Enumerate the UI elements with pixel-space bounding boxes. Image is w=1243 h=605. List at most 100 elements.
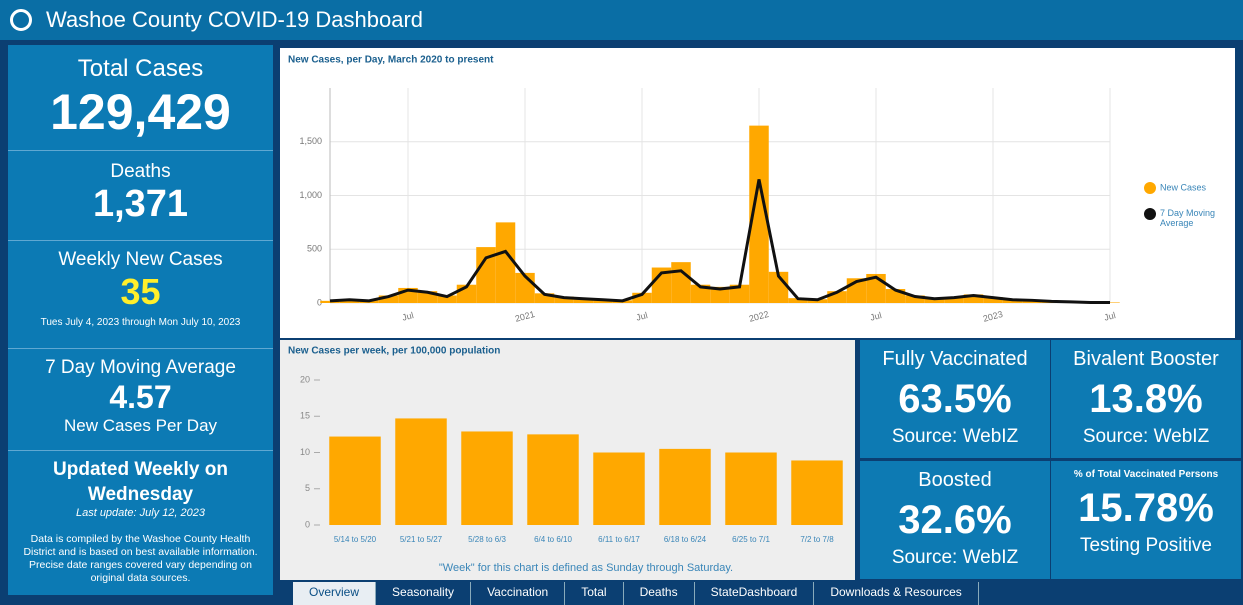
bar xyxy=(527,434,579,525)
header: Washoe County COVID-19 Dashboard xyxy=(0,0,1243,40)
bar xyxy=(791,460,843,525)
tile-caption: Testing Positive xyxy=(1079,535,1212,556)
x-tick-label: 5/14 to 5/20 xyxy=(334,535,377,544)
bar xyxy=(690,284,711,303)
bar xyxy=(983,297,1003,303)
x-tick-label: Jul xyxy=(869,310,883,323)
x-tick-label: 6/4 to 6/10 xyxy=(534,535,572,544)
tile-value: 63.5% xyxy=(898,377,1012,421)
stat-weekly: Weekly New Cases 35 Tues July 4, 2023 th… xyxy=(8,241,273,349)
chart-note: "Week" for this chart is defined as Sund… xyxy=(439,562,733,574)
legend-label: New Cases xyxy=(1160,182,1207,192)
tab[interactable]: Overview xyxy=(293,582,377,605)
x-tick-label: 2023 xyxy=(982,309,1004,324)
bar xyxy=(437,295,457,303)
bar xyxy=(593,452,645,525)
tile-value: 15.78% xyxy=(1078,486,1214,530)
y-tick-label: 1,500 xyxy=(299,136,322,146)
line-chart: New Cases, per Day, March 2020 to presen… xyxy=(280,48,1235,338)
bar xyxy=(329,436,381,525)
bar xyxy=(905,295,925,303)
tab[interactable]: StateDashboard xyxy=(695,582,815,605)
bar xyxy=(725,452,777,525)
stat-label: Weekly New Cases xyxy=(58,249,223,270)
x-tick-label: 5/21 to 5/27 xyxy=(400,535,443,544)
x-tick-label: 2022 xyxy=(748,309,770,324)
tile-title: Bivalent Booster xyxy=(1073,348,1219,370)
stat-last-update: Last update: July 12, 2023 xyxy=(75,507,206,519)
tab[interactable]: Deaths xyxy=(624,582,695,605)
stat-label: Deaths xyxy=(110,161,171,182)
stat-updated: Updated Weekly on Wednesday Last update:… xyxy=(8,451,273,595)
x-tick-label: 2021 xyxy=(514,309,536,324)
x-tick-label: Jul xyxy=(1103,310,1117,323)
stat-range: Tues July 4, 2023 through Mon July 10, 2… xyxy=(40,317,241,328)
chart-title: New Cases per week, per 100,000 populati… xyxy=(288,346,500,357)
bar xyxy=(573,298,594,303)
header-title: Washoe County COVID-19 Dashboard xyxy=(46,7,424,32)
bar xyxy=(320,300,340,303)
bar-chart: New Cases per week, per 100,000 populati… xyxy=(280,340,855,580)
stat-tile: Bivalent Booster 13.8% Source: WebIZ xyxy=(1051,340,1241,458)
legend-swatch xyxy=(1144,182,1156,194)
bar xyxy=(461,431,513,525)
stat-total: Total Cases 129,429 xyxy=(8,45,273,151)
bar xyxy=(378,295,399,303)
bar xyxy=(944,297,964,303)
y-tick-label: 0 xyxy=(305,519,310,529)
tab[interactable]: Downloads & Resources xyxy=(814,582,979,605)
bar xyxy=(554,296,574,303)
logo xyxy=(10,9,32,31)
bar xyxy=(729,284,750,303)
tile-title: Boosted xyxy=(918,469,992,491)
bar xyxy=(632,292,652,303)
stat-note: Data is compiled by the Washoe County He… xyxy=(23,533,258,584)
tile-value: 13.8% xyxy=(1089,377,1203,421)
y-tick-label: 0 xyxy=(317,297,322,307)
bar xyxy=(534,293,555,303)
tab[interactable]: Vaccination xyxy=(471,582,566,605)
tab[interactable]: Total xyxy=(565,582,624,605)
x-tick-label: 6/25 to 7/1 xyxy=(732,535,770,544)
tile-value: 32.6% xyxy=(898,498,1012,542)
x-tick-label: 6/11 to 6/17 xyxy=(598,535,640,544)
legend-label: 7 Day Moving Average xyxy=(1160,208,1215,228)
bar xyxy=(710,286,730,303)
tile-title: % of Total Vaccinated Persons xyxy=(1073,469,1219,480)
line xyxy=(329,179,1110,304)
stat-value: 4.57 xyxy=(109,379,172,415)
chart-title: New Cases, per Day, March 2020 to presen… xyxy=(288,55,494,66)
bar xyxy=(788,298,808,303)
stat-value: 35 xyxy=(120,271,161,312)
bar xyxy=(827,291,847,303)
stat-average: 7 Day Moving Average 4.57 New Cases Per … xyxy=(8,349,273,451)
tab[interactable]: Seasonality xyxy=(376,582,472,605)
bar xyxy=(963,294,984,303)
legend-swatch xyxy=(1144,208,1156,220)
y-tick-label: 20 xyxy=(300,374,310,384)
tile-title: Fully Vaccinated xyxy=(882,348,1028,370)
stat-tile: Boosted 32.6% Source: WebIZ xyxy=(860,461,1050,579)
tile-caption: Source: WebIZ xyxy=(891,426,1019,447)
stat-label: 7 Day Moving Average xyxy=(45,357,236,378)
x-tick-label: 7/2 to 7/8 xyxy=(800,535,834,544)
stat-unit: New Cases Per Day xyxy=(63,416,218,435)
stat-tile: Fully Vaccinated 63.5% Source: WebIZ xyxy=(860,340,1050,458)
y-tick-label: 5 xyxy=(305,483,310,493)
tabs: Overview Seasonality Vaccination Total Death… xyxy=(293,582,979,605)
bar xyxy=(749,125,769,303)
bar xyxy=(417,291,438,303)
x-tick-label: 6/18 to 6/24 xyxy=(664,535,707,544)
y-tick-label: 500 xyxy=(307,244,322,254)
bar xyxy=(395,418,447,525)
stats-panel: Total Cases 129,429 Deaths 1,371 Weekly … xyxy=(8,45,273,595)
bar xyxy=(476,247,496,303)
x-tick-label: Jul xyxy=(635,310,649,323)
x-tick-label: 5/28 to 6/3 xyxy=(468,535,506,544)
bar xyxy=(671,262,691,303)
stat-label: Total Cases xyxy=(77,55,204,82)
bar xyxy=(924,298,945,303)
bar xyxy=(495,222,516,303)
y-tick-label: 10 xyxy=(300,447,310,457)
